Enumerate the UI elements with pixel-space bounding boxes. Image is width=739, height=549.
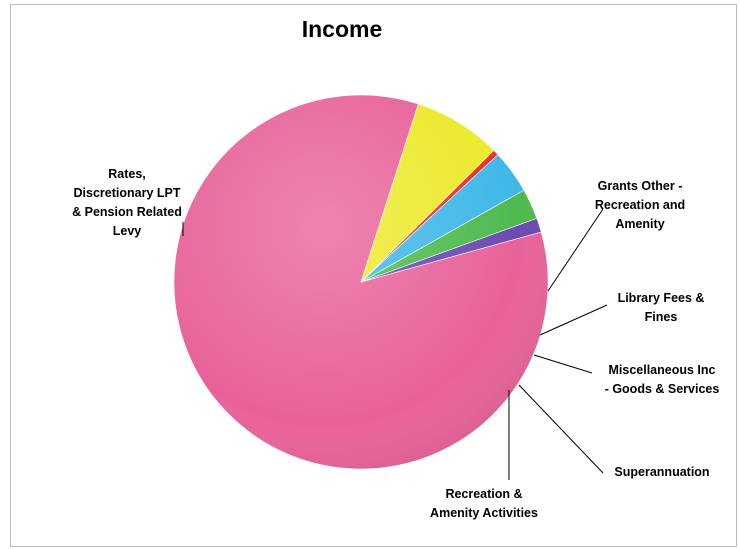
slice-label-line: Amenity Activities — [430, 506, 538, 520]
slice-label: Superannuation — [614, 465, 709, 479]
slice-label-line: Fines — [645, 310, 678, 324]
slice-label-line: Discretionary LPT — [74, 186, 181, 200]
leader-line — [533, 354, 593, 374]
leader-line — [539, 304, 608, 336]
slice-label-line: Rates, — [108, 167, 146, 181]
chart-title: Income — [302, 16, 383, 42]
leader-line — [518, 384, 604, 474]
slice-label-line: Levy — [113, 224, 142, 238]
pie-slices — [173, 94, 549, 470]
leader-line — [547, 208, 604, 292]
leader-lines — [182, 208, 608, 480]
slice-label-line: Recreation and — [595, 198, 685, 212]
slice-label-line: Superannuation — [614, 465, 709, 479]
slice-label-line: Grants Other - — [598, 179, 683, 193]
slice-label: Library Fees & Fines — [618, 291, 705, 324]
slice-label: Rates, Discretionary LPT & Pension Related… — [72, 167, 182, 238]
slice-label-line: Recreation & — [445, 487, 522, 501]
slice-label-line: Amenity — [615, 217, 664, 231]
slice-label-line: & Pension Related — [72, 205, 182, 219]
slice-labels: Rates, Discretionary LPT & Pension Related… — [72, 167, 719, 520]
slice-label-line: - Goods & Services — [605, 382, 720, 396]
slice-label: Miscellaneous Inc - Goods & Services — [605, 363, 720, 396]
slice-label-line: Miscellaneous Inc — [609, 363, 716, 377]
slice-label: Grants Other - Recreation and Amenity — [595, 179, 685, 231]
slice-label: Recreation & Amenity Activities — [430, 487, 538, 520]
slice-label-line: Library Fees & — [618, 291, 705, 305]
